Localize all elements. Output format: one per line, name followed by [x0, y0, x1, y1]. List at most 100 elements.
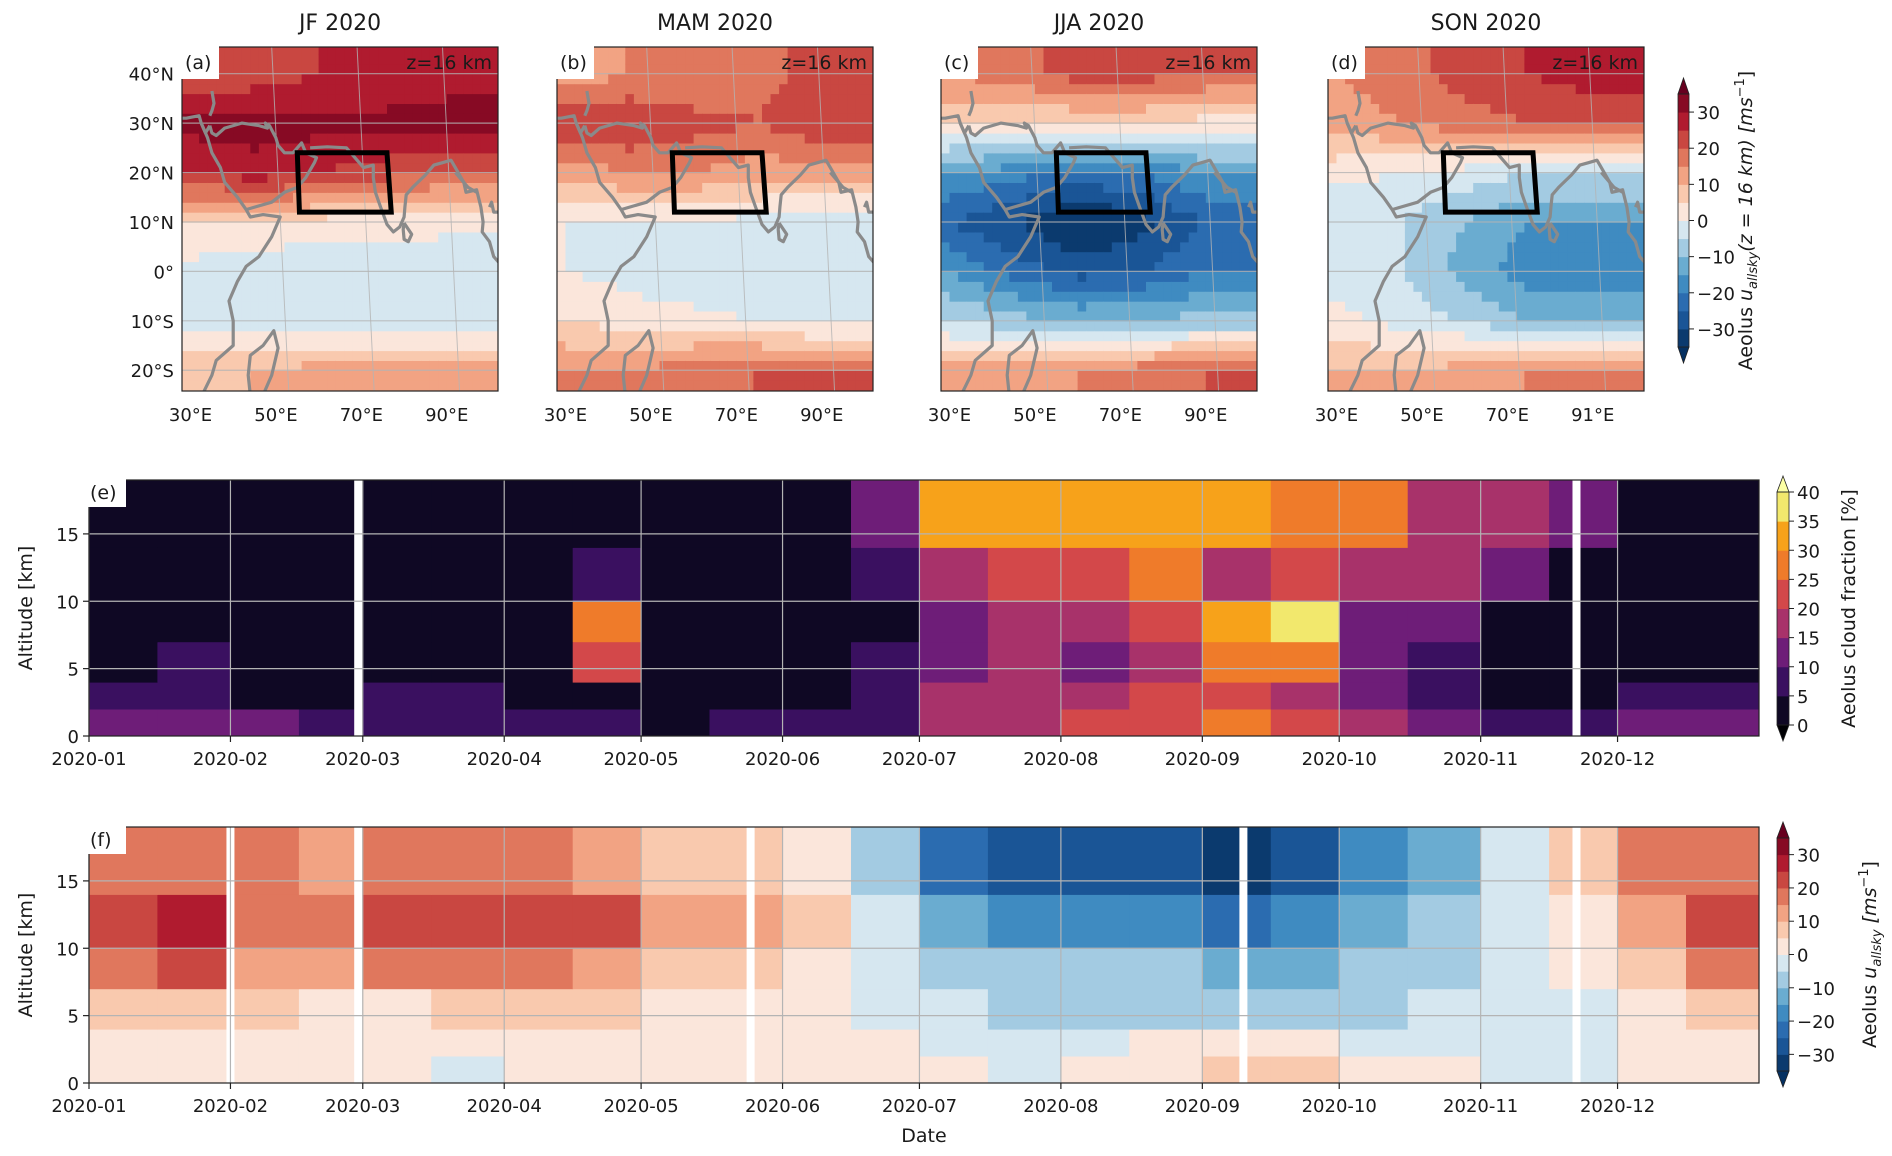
contour-cell: [796, 231, 806, 243]
contour-cell: [1060, 152, 1070, 164]
contour-cell: [352, 73, 362, 85]
contour-cell: [1507, 133, 1517, 144]
contour-cell: [787, 162, 797, 174]
contour-cell: [958, 212, 968, 223]
contour-cell: [241, 192, 251, 203]
contour-cell: [975, 202, 985, 213]
contour-cell: [233, 172, 243, 183]
contour-cell: [327, 261, 337, 272]
contour-cell: [182, 291, 192, 302]
contour-cell: [787, 63, 797, 75]
contour-cell: [1248, 63, 1257, 75]
contour-cell: [199, 142, 209, 154]
contour-cell: [327, 172, 337, 183]
contour-cell: [1447, 103, 1457, 114]
contour-cell: [1137, 281, 1147, 292]
contour-cell: [1336, 380, 1346, 391]
contour-cell: [1248, 301, 1257, 312]
contour-cell: [1214, 330, 1224, 342]
contour-cell: [1345, 370, 1355, 381]
contour-cell: [1180, 152, 1190, 164]
contour-cell: [702, 73, 712, 85]
contour-cell: [1103, 340, 1113, 352]
contour-cell: [1473, 93, 1483, 104]
contour-cell: [1345, 291, 1355, 302]
contour-cell: [975, 93, 985, 104]
contour-cell: [199, 350, 209, 361]
contour-cell: [1205, 340, 1215, 352]
contour-cell: [821, 123, 831, 134]
contour-cell: [1000, 222, 1010, 233]
contour-cell: [472, 123, 482, 134]
contour-cell: [455, 142, 465, 154]
contour-cell: [633, 63, 643, 75]
contour-cell: [472, 172, 482, 183]
contour-cell: [1345, 212, 1355, 223]
contour-cell: [1000, 251, 1010, 263]
contour-cell: [378, 251, 388, 263]
contour-cell: [1171, 241, 1181, 253]
contour-cell: [975, 53, 985, 65]
contour-cell: [625, 47, 635, 55]
contour-cell: [1447, 340, 1457, 352]
contour-cell: [727, 212, 737, 223]
contour-cell: [395, 340, 405, 352]
contour-cell: [1239, 152, 1249, 164]
contour-cell: [659, 47, 669, 55]
contour-cell: [1103, 350, 1113, 361]
contour-cell: [1034, 241, 1044, 253]
contour-cell: [727, 251, 737, 263]
contour-cell: [335, 63, 345, 75]
contour-cell: [591, 202, 601, 213]
contour-cell: [472, 63, 482, 75]
contour-cell: [480, 113, 490, 124]
contour-cell: [395, 123, 405, 134]
contour-cell: [1515, 202, 1525, 213]
contour-cell: [455, 202, 465, 213]
contour-cell: [182, 231, 192, 243]
contour-cell: [770, 142, 780, 154]
contour-cell: [650, 192, 660, 203]
contour-cell: [284, 370, 294, 381]
contour-cell: [1447, 241, 1457, 253]
contour-cell: [676, 360, 686, 371]
contour-cell: [1034, 162, 1044, 174]
contour-cell: [301, 222, 311, 233]
contour-cell: [1231, 172, 1241, 183]
contour-cell: [233, 93, 243, 104]
contour-cell: [480, 192, 490, 203]
contour-cell: [412, 261, 422, 272]
contour-cell: [224, 350, 234, 361]
contour-cell: [847, 281, 857, 292]
contour-cell: [727, 73, 737, 85]
contour-cell: [770, 73, 780, 85]
contour-cell: [404, 192, 414, 203]
contour-cell: [992, 123, 1002, 134]
contour-cell: [1387, 212, 1397, 223]
contour-cell: [830, 370, 840, 381]
contour-cell: [1248, 222, 1257, 233]
contour-cell: [1111, 360, 1121, 371]
contour-cell: [1473, 370, 1483, 381]
contour-cell: [1137, 182, 1147, 193]
contour-cell: [762, 162, 772, 174]
contour-cell: [642, 63, 652, 75]
contour-cell: [199, 330, 209, 342]
contour-cell: [659, 340, 669, 352]
contour-cell: [633, 73, 643, 85]
contour-cell: [1515, 271, 1525, 282]
contour-cell: [310, 241, 320, 253]
contour-cell: [1439, 73, 1449, 85]
contour-cell: [1154, 291, 1164, 302]
contour-cell: [855, 330, 865, 342]
contour-cell: [1111, 380, 1121, 391]
contour-cell: [1069, 202, 1079, 213]
contour-cell: [779, 123, 789, 134]
contour-cell: [1447, 162, 1457, 174]
contour-cell: [992, 63, 1002, 75]
contour-cell: [813, 370, 823, 381]
contour-cell: [1404, 83, 1414, 95]
contour-cell: [633, 291, 643, 302]
contour-cell: [412, 330, 422, 342]
contour-cell: [1146, 47, 1156, 55]
